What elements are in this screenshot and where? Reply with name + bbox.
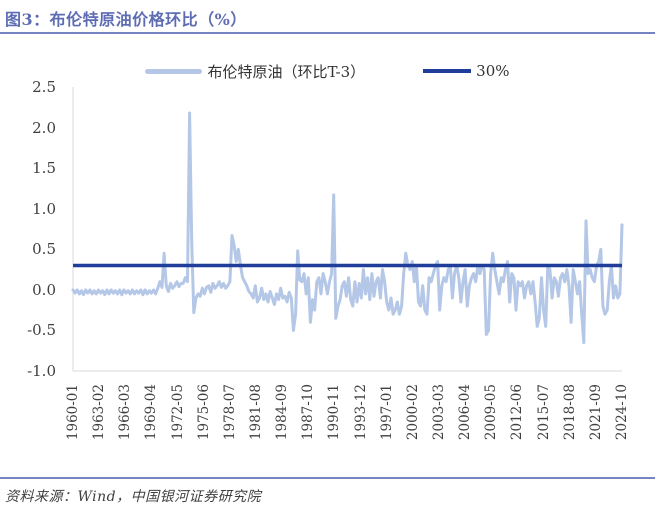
x-tick-label: 1987-10 bbox=[300, 384, 317, 441]
legend-item-brent: 布伦特原油（环比T-3） bbox=[145, 61, 365, 82]
source-text: 资料来源：Wind，中国银河证券研究院 bbox=[5, 489, 262, 505]
y-tick-label: 2.5 bbox=[32, 78, 56, 96]
x-tick-label: 1984-09 bbox=[274, 384, 291, 441]
y-tick-label: 0.0 bbox=[32, 280, 56, 299]
x-tick-label: 1963-02 bbox=[91, 384, 108, 441]
threshold-line-swatch bbox=[423, 69, 472, 73]
brent-line-swatch bbox=[145, 68, 203, 74]
y-tick-label: 2.0 bbox=[32, 118, 56, 137]
legend-item-threshold: 30% bbox=[423, 62, 510, 80]
legend-label-threshold: 30% bbox=[476, 62, 510, 80]
x-tick-label: 1975-06 bbox=[195, 384, 212, 441]
x-tick-label: 1960-01 bbox=[65, 384, 81, 441]
x-tick-label: 1993-12 bbox=[352, 384, 369, 441]
chart-legend: 布伦特原油（环比T-3） 30% bbox=[0, 61, 655, 81]
legend-label-brent: 布伦特原油（环比T-3） bbox=[207, 62, 366, 81]
x-tick-label: 2024-10 bbox=[614, 384, 630, 441]
x-tick-label: 1990-11 bbox=[326, 384, 343, 441]
y-tick-label: -1.0 bbox=[27, 362, 56, 380]
x-tick-label: 2015-07 bbox=[535, 384, 552, 441]
y-tick-label: -0.5 bbox=[27, 321, 56, 340]
x-tick-label: 1966-03 bbox=[117, 384, 134, 441]
header-rule bbox=[0, 32, 655, 34]
x-tick-label: 2012-06 bbox=[509, 384, 526, 441]
x-tick-label: 1978-07 bbox=[221, 384, 238, 441]
figure-title: 图3：布伦特原油价格环比（%） bbox=[5, 10, 247, 29]
source-rule bbox=[0, 477, 655, 479]
x-tick-label: 1969-04 bbox=[143, 384, 160, 441]
x-tick-label: 2006-04 bbox=[457, 384, 474, 441]
x-tick-label: 1981-08 bbox=[248, 384, 264, 441]
y-tick-label: 0.5 bbox=[32, 240, 56, 259]
y-tick-label: 1.0 bbox=[32, 199, 56, 218]
brent-series-line bbox=[71, 111, 624, 345]
x-tick-label: 2009-05 bbox=[483, 384, 500, 441]
x-tick-label: 2021-09 bbox=[587, 384, 604, 441]
x-tick-label: 1997-01 bbox=[378, 384, 395, 441]
x-tick-label: 1972-05 bbox=[169, 384, 186, 441]
x-tick-label: 2018-08 bbox=[561, 384, 578, 441]
x-tick-label: 2000-02 bbox=[404, 384, 421, 441]
y-tick-label: 1.5 bbox=[32, 159, 56, 178]
x-tick-label: 2003-03 bbox=[431, 384, 447, 441]
